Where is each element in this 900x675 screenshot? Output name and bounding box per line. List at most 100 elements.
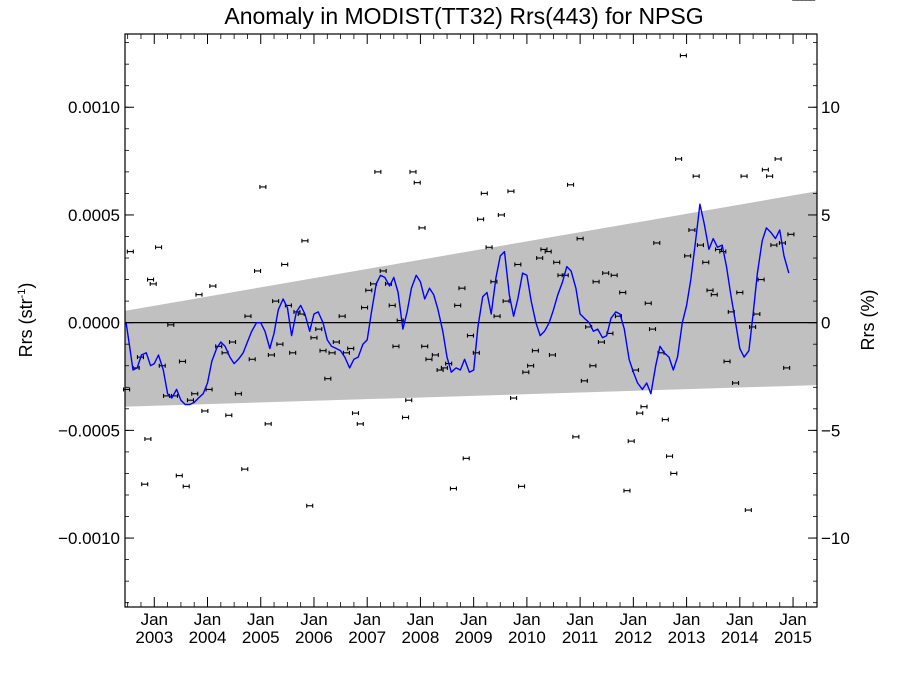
- data-point: [493, 314, 501, 319]
- data-point: [191, 391, 199, 396]
- data-point: [149, 281, 157, 286]
- data-point: [431, 352, 439, 357]
- data-point: [623, 488, 631, 493]
- data-point: [540, 247, 548, 252]
- uncertainty-band: [125, 191, 817, 407]
- data-point: [480, 191, 488, 196]
- x-tick-label-month: Jan: [726, 610, 753, 629]
- data-point: [514, 262, 522, 267]
- data-point: [365, 288, 373, 293]
- x-tick-label-month: Jan: [673, 610, 700, 629]
- data-point: [289, 350, 297, 355]
- y-tick-label-left: 0.0000: [68, 314, 120, 333]
- data-point: [548, 352, 556, 357]
- data-point: [714, 247, 723, 252]
- data-point: [324, 376, 332, 381]
- x-tick-label-year: 2003: [135, 628, 173, 647]
- x-tick-label-year: 2013: [668, 628, 706, 647]
- data-point: [670, 471, 678, 476]
- data-point: [531, 348, 539, 353]
- data-point: [723, 359, 731, 364]
- x-tick-label-year: 2008: [402, 628, 440, 647]
- data-point: [392, 344, 400, 349]
- data-point: [679, 53, 687, 58]
- data-point: [744, 508, 752, 513]
- x-tick-label-year: 2014: [721, 628, 759, 647]
- data-point: [627, 439, 635, 444]
- data-point: [449, 486, 457, 491]
- plot-area: 0.0010 0.0005 0.0000 −0.0005 −0.0010 10 5 0 −5 −1…: [58, 0, 850, 647]
- data-point: [458, 286, 466, 291]
- data-point: [636, 411, 644, 416]
- data-point: [267, 352, 275, 357]
- data-point: [347, 346, 355, 351]
- x-tick-label-month: Jan: [407, 610, 434, 629]
- data-point: [640, 404, 648, 409]
- x-tick-label-month: Jan: [513, 610, 540, 629]
- data-point: [244, 314, 252, 319]
- series-line: [125, 203, 790, 406]
- data-point: [167, 322, 175, 327]
- data-point: [413, 180, 421, 185]
- data-point: [175, 473, 183, 478]
- data-point: [510, 396, 518, 401]
- x-tick-label-year: 2011: [562, 628, 599, 647]
- data-point: [527, 363, 535, 368]
- data-point: [421, 344, 429, 349]
- data-point: [644, 301, 652, 306]
- data-point: [592, 279, 600, 284]
- data-point: [306, 503, 314, 508]
- y-axis-label-right: Rrs (%): [858, 290, 878, 351]
- data-point: [653, 240, 661, 245]
- data-point: [572, 434, 580, 439]
- y-tick-label-right: −10: [821, 529, 850, 548]
- data-point: [374, 169, 382, 174]
- data-point: [502, 299, 510, 304]
- y-axis-label-left: Rrs (str-1): [16, 283, 36, 358]
- y-axis-label-left-tail: ): [16, 283, 36, 289]
- data-point: [702, 260, 710, 265]
- data-point: [272, 299, 280, 304]
- x-tick-label-year: 2015: [774, 628, 812, 647]
- data-point: [706, 288, 714, 293]
- data-point: [732, 380, 740, 385]
- data-point: [783, 365, 791, 370]
- data-point: [774, 156, 782, 161]
- data-point: [761, 167, 769, 172]
- data-point: [436, 368, 444, 373]
- data-point: [360, 305, 369, 310]
- data-point: [310, 335, 318, 340]
- data-point: [661, 417, 669, 422]
- data-point: [234, 391, 242, 396]
- data-point: [409, 169, 417, 174]
- data-point: [182, 484, 190, 489]
- x-tick-label-year: 2005: [242, 628, 280, 647]
- x-tick-label-month: Jan: [620, 610, 647, 629]
- y-axis-label-left-sup: -1: [16, 289, 28, 299]
- data-point: [522, 370, 530, 375]
- data-point: [740, 174, 748, 179]
- y-tick-label-left: 0.0010: [68, 98, 120, 117]
- data-point: [225, 413, 233, 418]
- x-tick-label-year: 2010: [508, 628, 546, 647]
- data-point: [477, 217, 485, 222]
- data-point: [201, 408, 209, 413]
- data-point: [576, 236, 584, 241]
- data-point: [301, 238, 309, 243]
- data-point: [338, 314, 346, 319]
- data-point: [462, 456, 470, 461]
- data-point: [388, 303, 396, 308]
- data-point: [328, 350, 336, 355]
- data-point: [418, 225, 426, 230]
- data-point: [241, 467, 249, 472]
- data-point: [454, 303, 462, 308]
- data-point: [666, 454, 674, 459]
- data-point: [351, 411, 360, 416]
- data-point: [787, 232, 795, 237]
- data-point: [497, 212, 505, 217]
- data-point: [195, 292, 203, 297]
- plot-frame: [124, 33, 818, 608]
- data-point: [692, 174, 700, 179]
- data-point: [710, 292, 718, 297]
- data-point: [597, 340, 605, 345]
